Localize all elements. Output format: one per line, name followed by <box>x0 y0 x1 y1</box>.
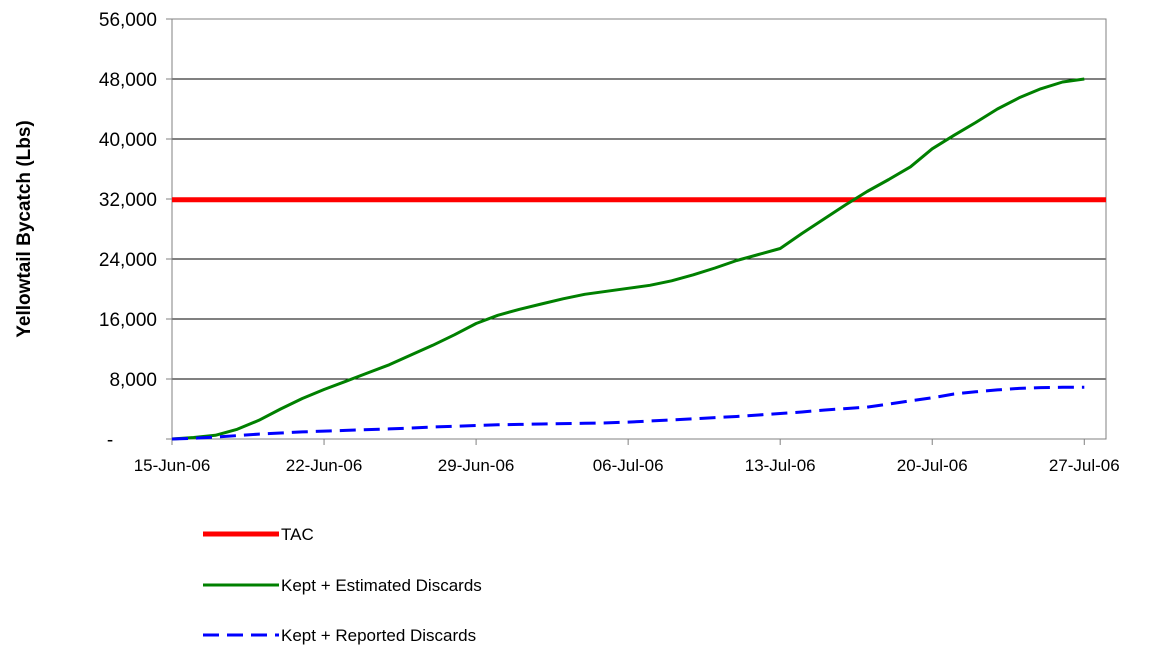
x-tick-label: 15-Jun-06 <box>134 456 211 475</box>
legend-label: Kept + Estimated Discards <box>281 576 482 595</box>
legend: TAC Kept + Estimated Discards Kept + Repor… <box>203 525 482 645</box>
plot-area <box>171 18 1107 440</box>
legend-label: TAC <box>281 525 314 544</box>
y-tick-label: 32,000 <box>99 190 157 211</box>
x-tick-label: 27-Jul-06 <box>1049 456 1120 475</box>
x-tick-label: 06-Jul-06 <box>593 456 664 475</box>
y-tick-label: - <box>107 430 113 451</box>
y-tick-label: 24,000 <box>99 250 157 271</box>
x-tick-label: 29-Jun-06 <box>438 456 515 475</box>
x-tick-label: 13-Jul-06 <box>745 456 816 475</box>
y-axis: - 8,000 16,000 24,000 32,000 40,000 48,000 56,0… <box>99 10 173 451</box>
gridlines <box>172 78 1106 380</box>
x-axis: 15-Jun-06 22-Jun-06 29-Jun-06 06-Jul-06 13-J… <box>134 438 1120 475</box>
series-line <box>171 77 1085 441</box>
y-tick-label: 40,000 <box>99 130 157 151</box>
x-tick-label: 22-Jun-06 <box>286 456 363 475</box>
y-tick-label: 16,000 <box>99 310 157 331</box>
y-tick-label: 48,000 <box>99 70 157 91</box>
y-tick-label: 56,000 <box>99 10 157 31</box>
x-tick-label: 20-Jul-06 <box>897 456 968 475</box>
y-axis-label: Yellowtail Bycatch (Lbs) <box>14 120 35 338</box>
series-line <box>171 385 1085 441</box>
legend-label: Kept + Reported Discards <box>281 626 476 645</box>
series-lines <box>171 77 1106 441</box>
y-tick-label: 8,000 <box>109 370 157 391</box>
